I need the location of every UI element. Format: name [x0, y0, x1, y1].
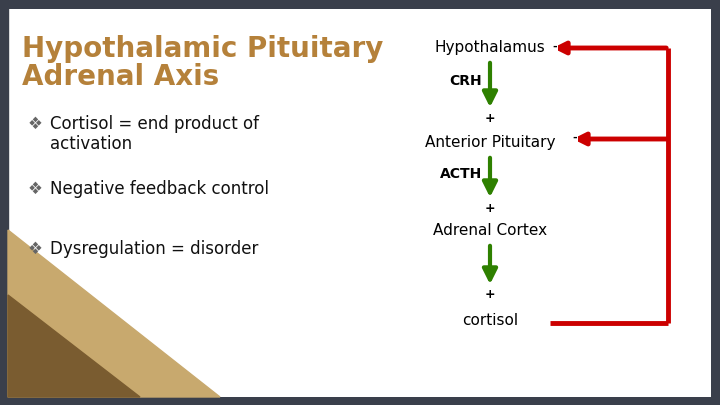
- Text: -: -: [553, 42, 557, 52]
- Text: Anterior Pituitary: Anterior Pituitary: [425, 135, 555, 150]
- Text: -: -: [572, 133, 577, 143]
- Polygon shape: [8, 295, 140, 397]
- Text: cortisol: cortisol: [462, 313, 518, 328]
- Text: Hypothalamic Pituitary: Hypothalamic Pituitary: [22, 35, 383, 63]
- Polygon shape: [0, 0, 8, 405]
- Text: CRH: CRH: [449, 74, 482, 88]
- Text: +: +: [485, 202, 495, 215]
- Text: ❖: ❖: [28, 180, 43, 198]
- Polygon shape: [8, 230, 220, 397]
- Text: activation: activation: [50, 135, 132, 153]
- FancyBboxPatch shape: [8, 9, 711, 397]
- Text: ACTH: ACTH: [440, 166, 482, 181]
- Text: +: +: [485, 111, 495, 124]
- Text: Adrenal Axis: Adrenal Axis: [22, 63, 220, 91]
- Text: Dysregulation = disorder: Dysregulation = disorder: [50, 240, 258, 258]
- Text: ❖: ❖: [28, 240, 43, 258]
- Text: Cortisol = end product of: Cortisol = end product of: [50, 115, 259, 133]
- Text: +: +: [485, 288, 495, 301]
- Text: Adrenal Cortex: Adrenal Cortex: [433, 223, 547, 238]
- Text: ❖: ❖: [28, 115, 43, 133]
- Text: Hypothalamus: Hypothalamus: [435, 40, 545, 55]
- Text: Negative feedback control: Negative feedback control: [50, 180, 269, 198]
